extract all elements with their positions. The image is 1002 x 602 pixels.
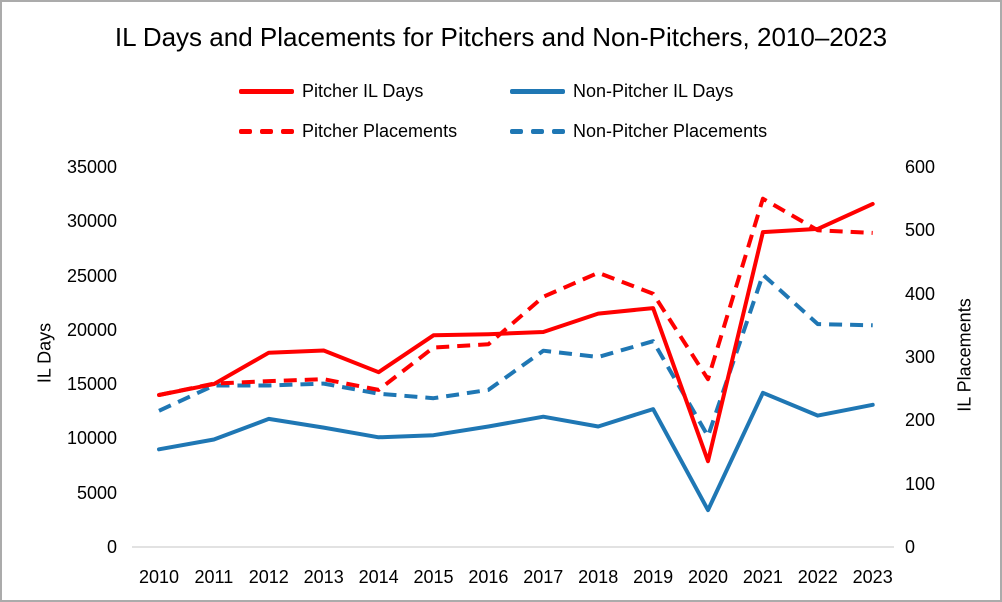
series-line-pitcher-il-days (157, 201, 875, 464)
y-tick-right: 300 (905, 347, 936, 367)
y-tick-right: 200 (905, 410, 936, 431)
legend-item: Non-Pitcher Placements (510, 120, 767, 142)
legend-label: Non-Pitcher IL Days (573, 80, 734, 101)
x-tick: 2023 (852, 567, 893, 587)
y-tick-right: 400 (905, 283, 936, 304)
chart-title: IL Days and Placements for Pitchers and … (114, 22, 888, 52)
x-tick: 2011 (194, 567, 234, 587)
x-tick: 2021 (742, 567, 783, 587)
x-tick: 2022 (797, 567, 838, 587)
y-tick-right: 100 (905, 473, 936, 494)
x-tick: 2013 (303, 567, 344, 587)
y-tick-left: 5000 (76, 482, 117, 503)
series-line-pitcher-placements (158, 196, 873, 397)
legend-line-solid-red (239, 88, 294, 94)
y-tick-left: 20000 (66, 319, 117, 340)
x-tick: 2019 (633, 567, 674, 587)
y-tick-right: 0 (905, 537, 916, 557)
x-tick: 2016 (468, 567, 509, 587)
y-tick-left: 30000 (66, 211, 117, 232)
legend-label: Pitcher Placements (302, 120, 458, 141)
legend-line-dashed-blue (510, 128, 565, 134)
y-tick-right: 600 (905, 157, 936, 177)
legend-label: Non-Pitcher Placements (573, 120, 768, 141)
y-tick-right: 500 (905, 220, 936, 241)
y-tick-left: 25000 (66, 265, 117, 286)
x-tick: 2012 (248, 567, 289, 587)
series-line-non-pitcher-il-days (157, 390, 875, 513)
x-tick: 2018 (578, 567, 619, 587)
x-tick: 2015 (413, 567, 454, 587)
x-tick: 2017 (523, 567, 564, 587)
y-tick-left: 35000 (66, 157, 117, 177)
legend-item: Pitcher IL Days (239, 80, 423, 102)
series-line-non-pitcher-placements (158, 272, 873, 439)
legend-item: Non-Pitcher IL Days (510, 80, 733, 102)
y-tick-left: 15000 (66, 374, 117, 395)
x-tick: 2014 (358, 567, 399, 587)
y-tick-left: 10000 (66, 428, 117, 449)
legend-label: Pitcher IL Days (302, 80, 424, 101)
legend-line-solid-blue (510, 88, 565, 94)
x-tick: 2020 (687, 567, 729, 587)
x-tick: 2010 (138, 567, 180, 587)
legend-line-dashed-red (239, 128, 294, 134)
y-tick-left: 0 (106, 537, 117, 557)
legend-item: Pitcher Placements (239, 120, 457, 142)
